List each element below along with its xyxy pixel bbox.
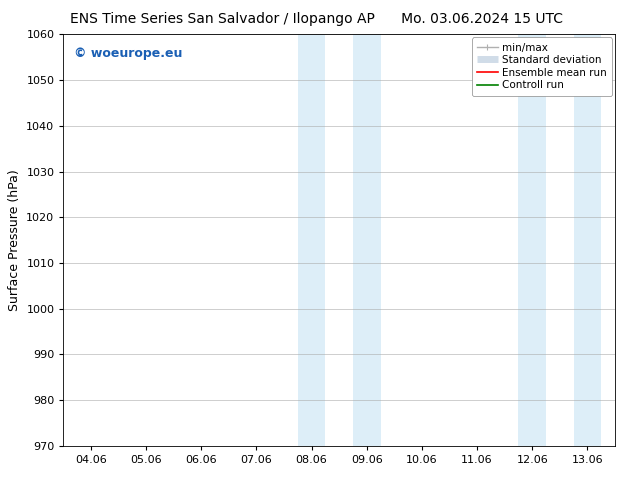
Bar [353,34,380,446]
Bar [574,34,601,446]
Text: © woeurope.eu: © woeurope.eu [74,47,183,60]
Bar [519,34,546,446]
Text: ENS Time Series San Salvador / Ilopango AP      Mo. 03.06.2024 15 UTC: ENS Time Series San Salvador / Ilopango … [70,12,564,26]
Bar [298,34,325,446]
Legend: min/max, Standard deviation, Ensemble mean run, Controll run: min/max, Standard deviation, Ensemble me… [472,37,612,96]
Y-axis label: Surface Pressure (hPa): Surface Pressure (hPa) [8,169,21,311]
